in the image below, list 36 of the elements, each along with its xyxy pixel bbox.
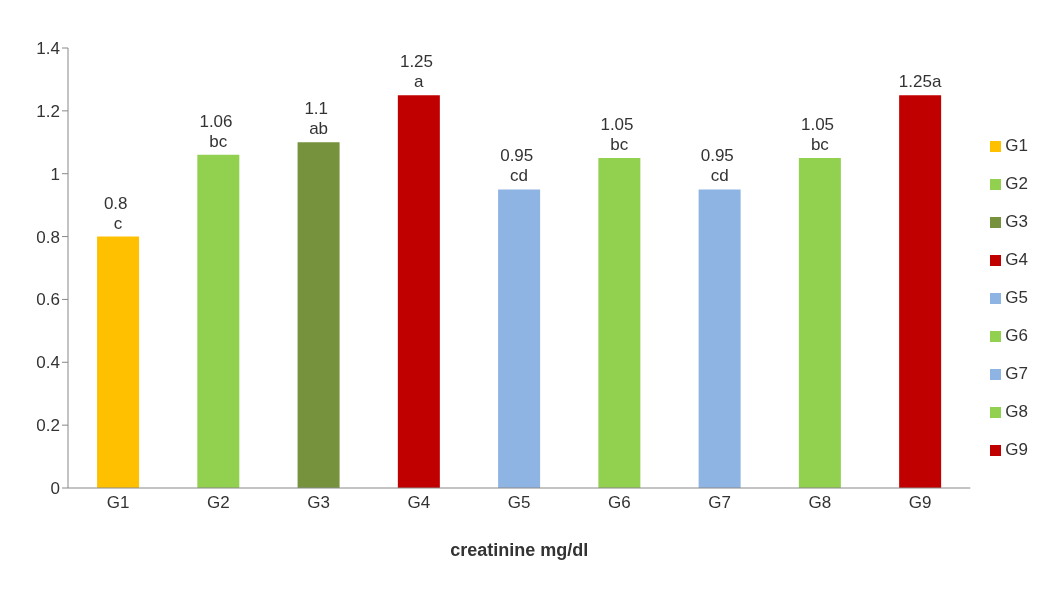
x-tick-label: G4 [407,493,431,513]
data-label: 1.1 ab [304,99,333,139]
y-tick-label: 0.2 [36,416,60,436]
y-tick-label: 0.6 [36,290,60,310]
legend-label: G9 [1005,440,1028,459]
y-tick-label: 1.4 [36,39,60,59]
x-tick-label: G3 [307,493,330,513]
legend-label: G5 [1005,288,1028,307]
legend-label: G7 [1005,364,1028,383]
data-label: 0.95 cd [700,146,739,186]
x-tick-label: G7 [708,493,732,513]
data-label: 1.25 a [399,52,438,92]
legend-label: G2 [1005,174,1028,193]
data-label: 0.95 cd [500,146,539,186]
x-tick-label: G8 [808,493,832,513]
legend-label: G8 [1005,402,1028,421]
legend-label: G1 [1005,136,1028,155]
data-label: 1.25a [898,72,942,92]
y-tick-label: 0 [50,479,60,499]
x-tick-label: G6 [608,493,631,513]
y-tick-label: 1 [50,164,60,184]
x-axis-title: creatinine mg/dl [450,540,589,560]
y-tick-label: 0.4 [36,353,60,373]
y-tick-label: 0.8 [36,227,60,247]
x-tick-label: G1 [106,493,130,513]
legend-label: G6 [1005,326,1028,345]
legend-label: G4 [1005,250,1028,269]
data-label: 1.06 bc [199,111,238,151]
data-label: 1.05 bc [800,115,839,154]
data-label: 1.05 bc [600,115,639,154]
x-tick-label: G2 [207,493,230,513]
data-label: 0.8 c [103,193,133,233]
y-tick-label: 1.2 [36,101,60,121]
x-tick-label: G5 [507,493,531,513]
x-tick-label: G9 [908,493,932,513]
legend-label: G3 [1005,212,1028,231]
